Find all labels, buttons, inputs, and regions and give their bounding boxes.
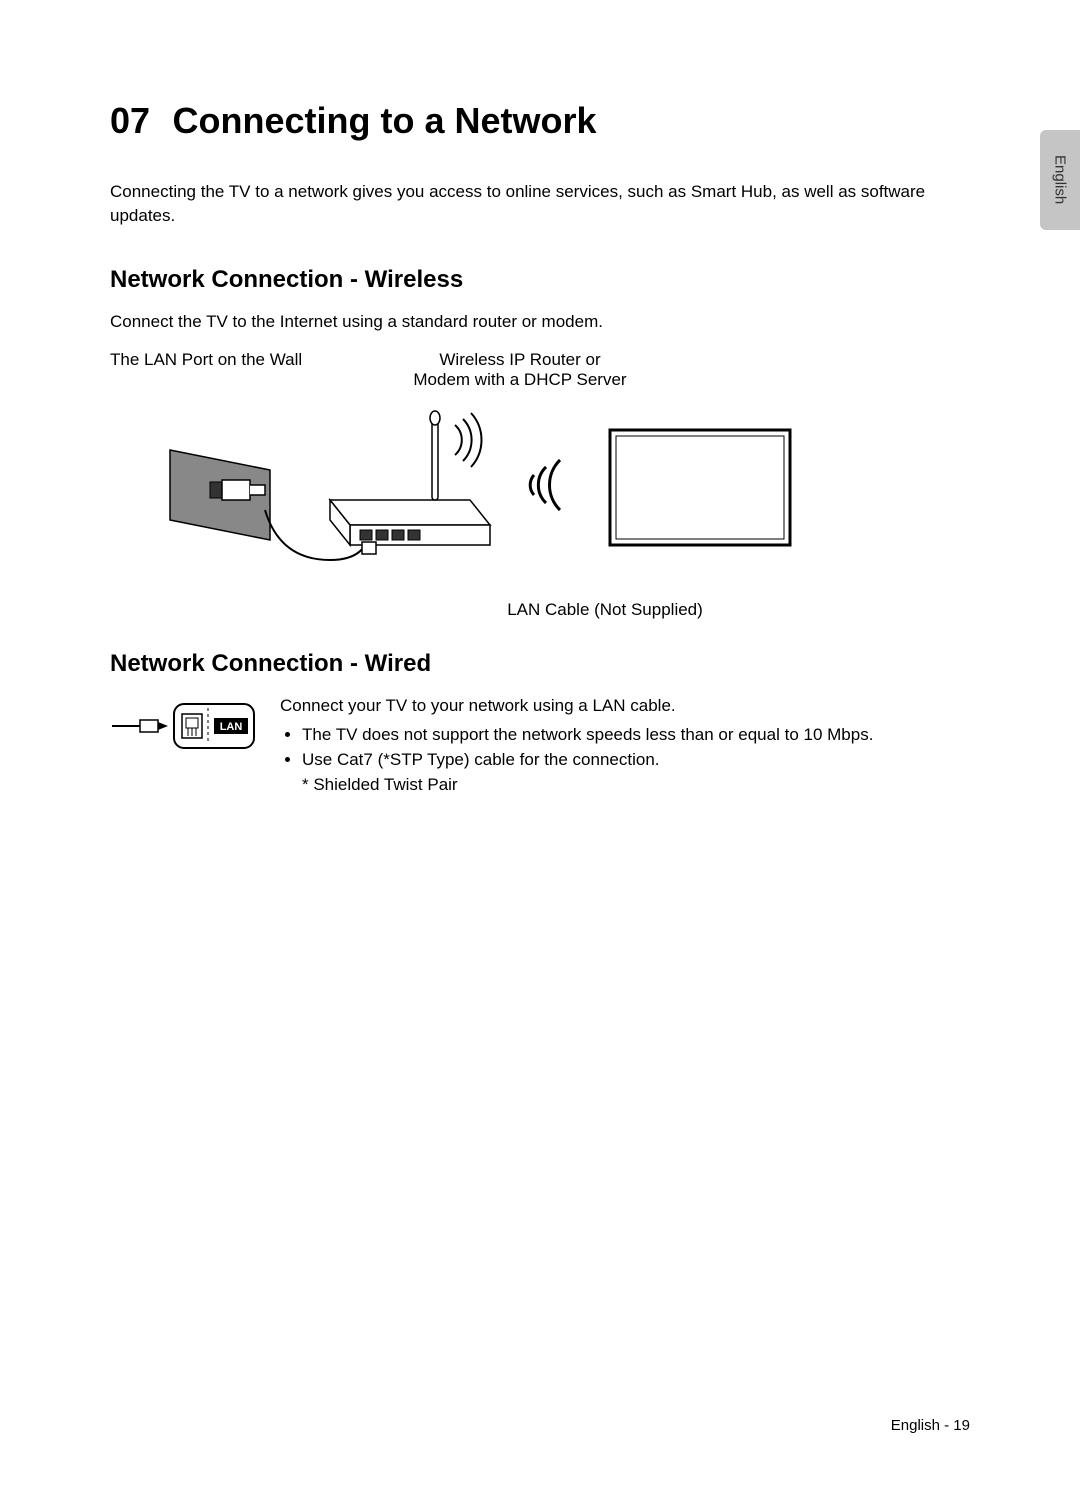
wireless-heading: Network Connection - Wireless: [110, 266, 970, 294]
lan-port-icon: LAN: [110, 696, 260, 761]
wireless-diagram: Wireless IP Router or Modem with a DHCP …: [110, 350, 970, 590]
wired-intro: Connect your TV to your network using a …: [280, 696, 970, 716]
language-tab: English: [1040, 130, 1080, 230]
section-number: 07: [110, 100, 150, 142]
lan-cable-label: LAN Cable (Not Supplied): [240, 600, 970, 620]
wired-footnote: * Shielded Twist Pair: [302, 775, 970, 795]
wired-bullet-2: Use Cat7 (*STP Type) cable for the conne…: [302, 747, 970, 773]
section-heading: 07 Connecting to a Network: [110, 100, 970, 142]
page-footer: English - 19: [891, 1417, 970, 1434]
wired-text-block: Connect your TV to your network using a …: [280, 696, 970, 795]
section-title: Connecting to a Network: [173, 100, 597, 141]
language-tab-label: English: [1052, 155, 1069, 204]
section-intro: Connecting the TV to a network gives you…: [110, 180, 970, 228]
wired-bullets: The TV does not support the network spee…: [302, 722, 970, 773]
wireless-diagram-svg: [110, 350, 970, 590]
wired-bullet-1: The TV does not support the network spee…: [302, 722, 970, 748]
wired-section: LAN Connect your TV to your network usin…: [110, 696, 970, 795]
wireless-intro: Connect the TV to the Internet using a s…: [110, 312, 970, 332]
wired-heading: Network Connection - Wired: [110, 650, 970, 678]
lan-port-text: LAN: [220, 721, 243, 733]
